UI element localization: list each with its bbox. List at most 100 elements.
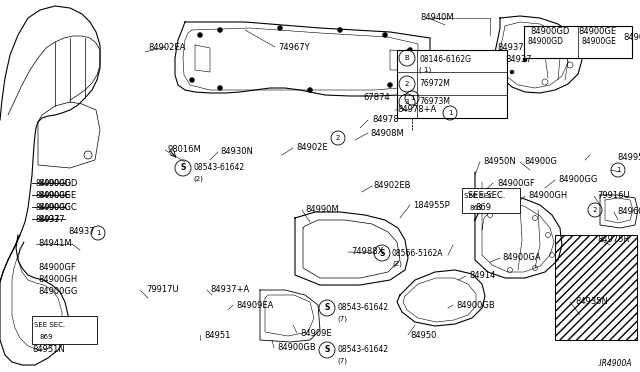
Circle shape [189, 77, 195, 83]
Text: 84930N: 84930N [220, 148, 253, 157]
Text: S: S [324, 304, 330, 312]
Text: 84951: 84951 [204, 330, 230, 340]
Text: 79917U: 79917U [146, 285, 179, 295]
Text: 3: 3 [404, 99, 409, 105]
Text: 84902EA: 84902EA [148, 42, 186, 51]
Text: 1: 1 [410, 95, 414, 101]
Text: 84937: 84937 [505, 55, 532, 64]
Circle shape [510, 70, 514, 74]
Text: 84900GC: 84900GC [35, 202, 70, 212]
Text: 84900GG: 84900GG [558, 176, 597, 185]
Text: 84900GE: 84900GE [578, 28, 616, 36]
Text: 84900GD: 84900GD [527, 38, 563, 46]
Text: 84937: 84937 [68, 228, 95, 237]
Circle shape [278, 26, 282, 31]
Text: 869: 869 [40, 334, 54, 340]
Text: 84978+A: 84978+A [397, 106, 436, 115]
Text: 2: 2 [593, 207, 597, 213]
Text: 84990M: 84990M [305, 205, 339, 215]
Text: 84900GD: 84900GD [530, 28, 570, 36]
Text: 84900GB: 84900GB [456, 301, 495, 310]
Text: 76973M: 76973M [419, 97, 450, 106]
Text: (7): (7) [337, 358, 347, 364]
Text: 869: 869 [470, 205, 483, 211]
Text: 84900GA: 84900GA [502, 253, 541, 263]
Circle shape [408, 48, 413, 52]
Circle shape [408, 67, 413, 73]
Text: 67874: 67874 [363, 93, 390, 102]
Text: (2): (2) [392, 261, 402, 267]
Circle shape [387, 83, 392, 87]
Text: S: S [380, 248, 385, 257]
Text: 2: 2 [336, 135, 340, 141]
Circle shape [218, 86, 223, 90]
Text: 84900GE: 84900GE [38, 190, 76, 199]
Text: 84941M: 84941M [38, 240, 72, 248]
Circle shape [218, 28, 223, 32]
Text: 84978: 84978 [372, 115, 399, 125]
Text: 84937: 84937 [497, 42, 524, 51]
Text: 84900GE: 84900GE [581, 38, 616, 46]
Text: 184955P: 184955P [413, 201, 450, 209]
Text: 84900GC: 84900GC [38, 202, 77, 212]
Text: .IR4900A: .IR4900A [597, 359, 632, 368]
Text: (7): (7) [337, 316, 347, 322]
Circle shape [523, 58, 527, 62]
Text: 84908M: 84908M [370, 128, 404, 138]
Text: 84900GE: 84900GE [35, 190, 70, 199]
Text: 84900GD: 84900GD [38, 179, 77, 187]
Text: 84995: 84995 [617, 154, 640, 163]
Text: 84937+A: 84937+A [210, 285, 249, 295]
Circle shape [307, 87, 312, 93]
Text: 76972M: 76972M [419, 80, 450, 89]
Text: 84950N: 84950N [483, 157, 516, 167]
Text: 2: 2 [405, 81, 409, 87]
Text: 84975R: 84975R [597, 235, 629, 244]
Text: 84909E: 84909E [300, 328, 332, 337]
Text: 84900GD: 84900GD [35, 179, 71, 187]
Text: 74967Y: 74967Y [278, 42, 310, 51]
Text: 84900G: 84900G [524, 157, 557, 167]
Text: 84900GG: 84900GG [38, 288, 77, 296]
Text: 08146-6162G: 08146-6162G [419, 55, 471, 64]
Bar [555, 235, 637, 340]
Text: 84940M: 84940M [420, 13, 454, 22]
Circle shape [337, 28, 342, 32]
Text: 84902EB: 84902EB [373, 182, 410, 190]
Bar [32, 316, 97, 344]
Text: 84909EA: 84909EA [236, 301, 273, 310]
Text: 84902E: 84902E [296, 144, 328, 153]
Text: 84937: 84937 [38, 215, 65, 224]
Text: SEE SEC.: SEE SEC. [34, 322, 65, 328]
Text: 84950: 84950 [410, 330, 436, 340]
Text: B: B [404, 55, 410, 61]
Text: SEE SEC.: SEE SEC. [464, 192, 495, 199]
Text: 84900GH: 84900GH [528, 192, 567, 201]
Text: 84951N: 84951N [32, 346, 65, 355]
Text: 84900GC: 84900GC [623, 33, 640, 42]
Text: 869: 869 [475, 202, 491, 212]
Circle shape [198, 32, 202, 38]
Text: 79916U: 79916U [597, 192, 630, 201]
Text: 1: 1 [616, 167, 620, 173]
Text: 08566-5162A: 08566-5162A [392, 248, 444, 257]
Circle shape [383, 32, 387, 38]
Text: 84900GF: 84900GF [38, 263, 76, 273]
Text: S: S [324, 346, 330, 355]
Text: 08543-61642: 08543-61642 [193, 164, 244, 173]
Text: 74988X: 74988X [351, 247, 383, 257]
Text: (2): (2) [193, 176, 203, 182]
Text: 84935N: 84935N [575, 298, 608, 307]
Text: S: S [180, 164, 186, 173]
Text: ( 1): ( 1) [419, 67, 431, 73]
Text: 08543-61642: 08543-61642 [337, 304, 388, 312]
Text: 84937: 84937 [35, 215, 60, 224]
Text: 84960F: 84960F [617, 208, 640, 217]
Text: SEE SEC.: SEE SEC. [468, 192, 506, 201]
Text: 84900GF: 84900GF [497, 179, 535, 187]
Bar [397, 50, 507, 118]
Text: 84914: 84914 [469, 272, 495, 280]
Text: 1: 1 [96, 230, 100, 236]
Text: 84900GB: 84900GB [277, 343, 316, 353]
Bar [524, 26, 632, 58]
